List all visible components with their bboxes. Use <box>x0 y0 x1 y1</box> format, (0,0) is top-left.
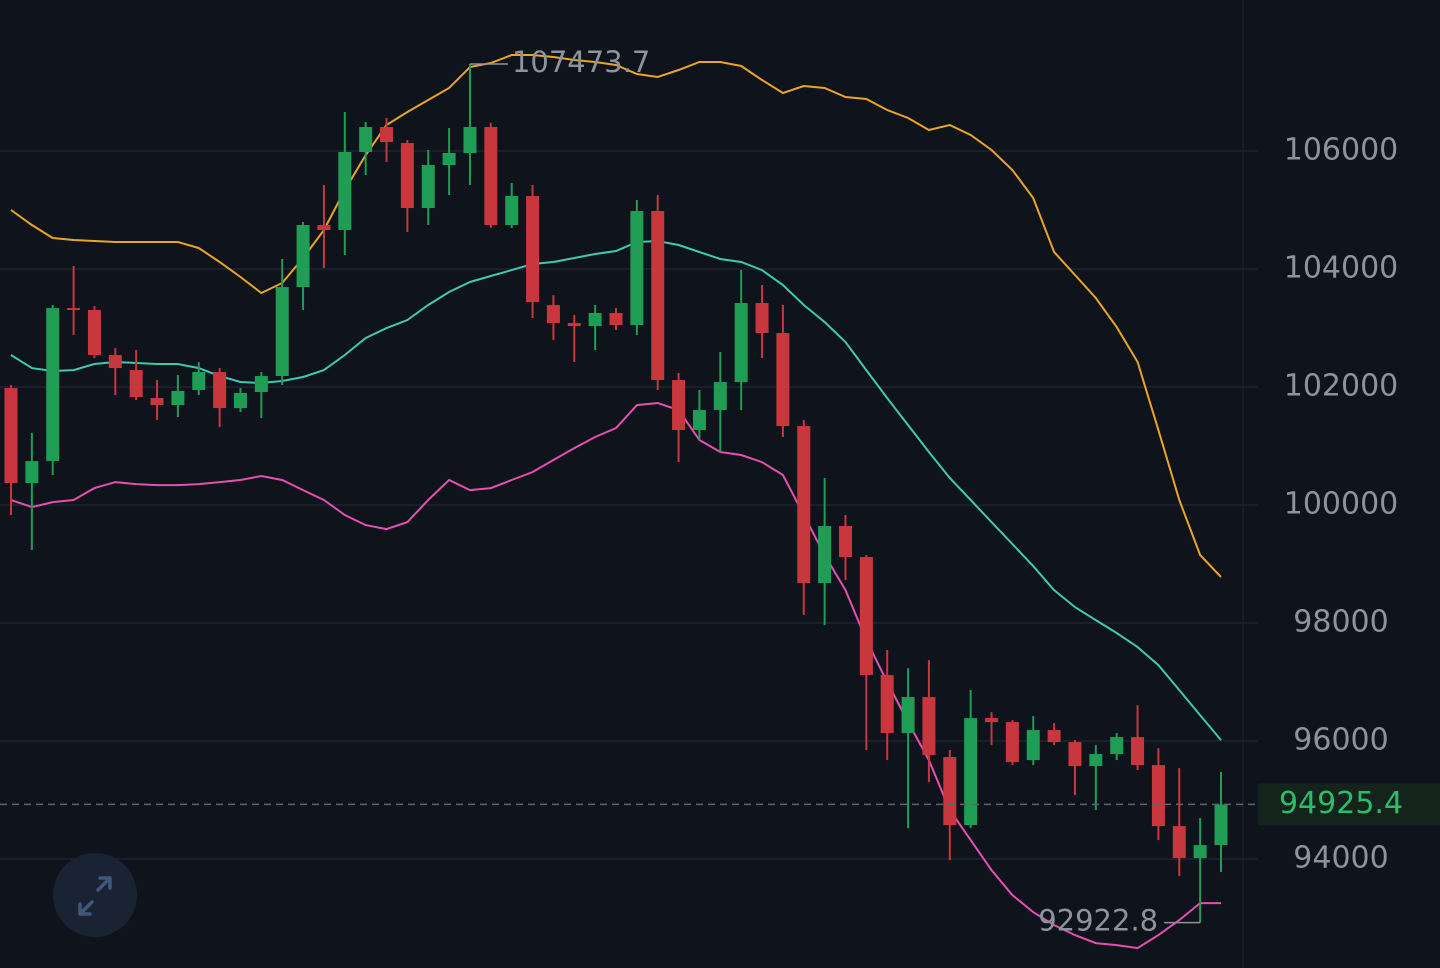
candle-body <box>254 376 268 393</box>
candle-body <box>1089 754 1103 767</box>
candle-body <box>985 718 999 723</box>
candle-body <box>526 196 540 303</box>
candle-body <box>87 310 101 356</box>
candle-body <box>588 313 602 327</box>
candle-body <box>567 323 581 327</box>
current-price-box <box>1258 783 1440 826</box>
candle-body <box>442 152 456 166</box>
candle-body <box>1214 804 1228 846</box>
low-label: 92922.8 <box>1038 904 1158 938</box>
candle-body <box>651 210 665 381</box>
band-line <box>10 54 1222 578</box>
candle-body <box>755 303 769 334</box>
candle-body <box>818 526 832 584</box>
y-tick-label: 102000 <box>1284 368 1399 403</box>
candle-body <box>46 308 60 462</box>
candle-body <box>233 393 247 409</box>
candle-body <box>359 127 373 152</box>
band-line <box>10 239 1222 741</box>
candle-body <box>338 151 352 230</box>
candle-body <box>776 333 790 427</box>
candle-body <box>734 303 748 383</box>
candle-body <box>275 287 289 377</box>
candle-body <box>943 757 957 826</box>
candle-body <box>692 410 706 431</box>
y-tick-label: 94000 <box>1293 841 1388 876</box>
candle-body <box>317 225 331 230</box>
price-axis: 94000 96000 98000 100000 102000 104000 106000 9… <box>1258 132 1440 876</box>
candle-body <box>713 382 727 411</box>
candle-body <box>108 355 122 369</box>
candle-body <box>1193 845 1207 859</box>
y-tick-label: 100000 <box>1284 487 1399 522</box>
expand-button-bg[interactable] <box>53 853 137 937</box>
candle-body <box>380 127 394 143</box>
expand-button[interactable] <box>53 853 137 937</box>
band-line <box>10 401 1221 950</box>
candle-body <box>463 127 477 153</box>
candle-body <box>4 388 18 484</box>
candle-body <box>901 697 915 734</box>
candle-body <box>859 557 873 676</box>
current-price-label: 94925.4 <box>1279 786 1403 821</box>
candle-body <box>1110 737 1124 755</box>
candle-body <box>25 461 39 484</box>
candle-body <box>964 718 978 826</box>
high-label: 107473.7 <box>512 45 650 79</box>
candle-body <box>484 127 498 226</box>
y-tick-label: 98000 <box>1293 605 1388 640</box>
candle-body <box>1005 722 1019 763</box>
candle-body <box>880 675 894 734</box>
candle-body <box>129 370 143 398</box>
candle-body <box>400 143 414 209</box>
candle-body <box>838 526 852 558</box>
candle-body <box>1131 737 1145 766</box>
candle-body <box>546 305 560 324</box>
grid <box>0 150 1258 860</box>
y-tick-label: 96000 <box>1293 723 1388 758</box>
candle-body <box>797 426 811 584</box>
candle-body <box>150 398 164 406</box>
candle-body <box>192 372 206 391</box>
expand-icon[interactable] <box>78 876 112 916</box>
candle-body <box>1026 730 1040 761</box>
candle-body <box>296 225 310 288</box>
candle-body <box>922 697 936 756</box>
candle-body <box>1172 826 1186 859</box>
candle-body <box>67 308 81 311</box>
candle-body <box>672 380 686 431</box>
plot-area: 107473.7 92922.8 <box>0 45 1258 950</box>
candle-body <box>630 210 644 326</box>
candle-body <box>213 372 227 409</box>
y-tick-label: 106000 <box>1284 132 1399 167</box>
candle-body <box>1151 765 1165 827</box>
candle-body <box>1068 742 1082 767</box>
candle-body <box>171 391 185 406</box>
y-tick-label: 104000 <box>1284 250 1399 285</box>
candle-body <box>1047 730 1061 743</box>
candle-body <box>421 165 435 209</box>
candle-body <box>609 313 623 326</box>
candle-body <box>505 196 519 226</box>
